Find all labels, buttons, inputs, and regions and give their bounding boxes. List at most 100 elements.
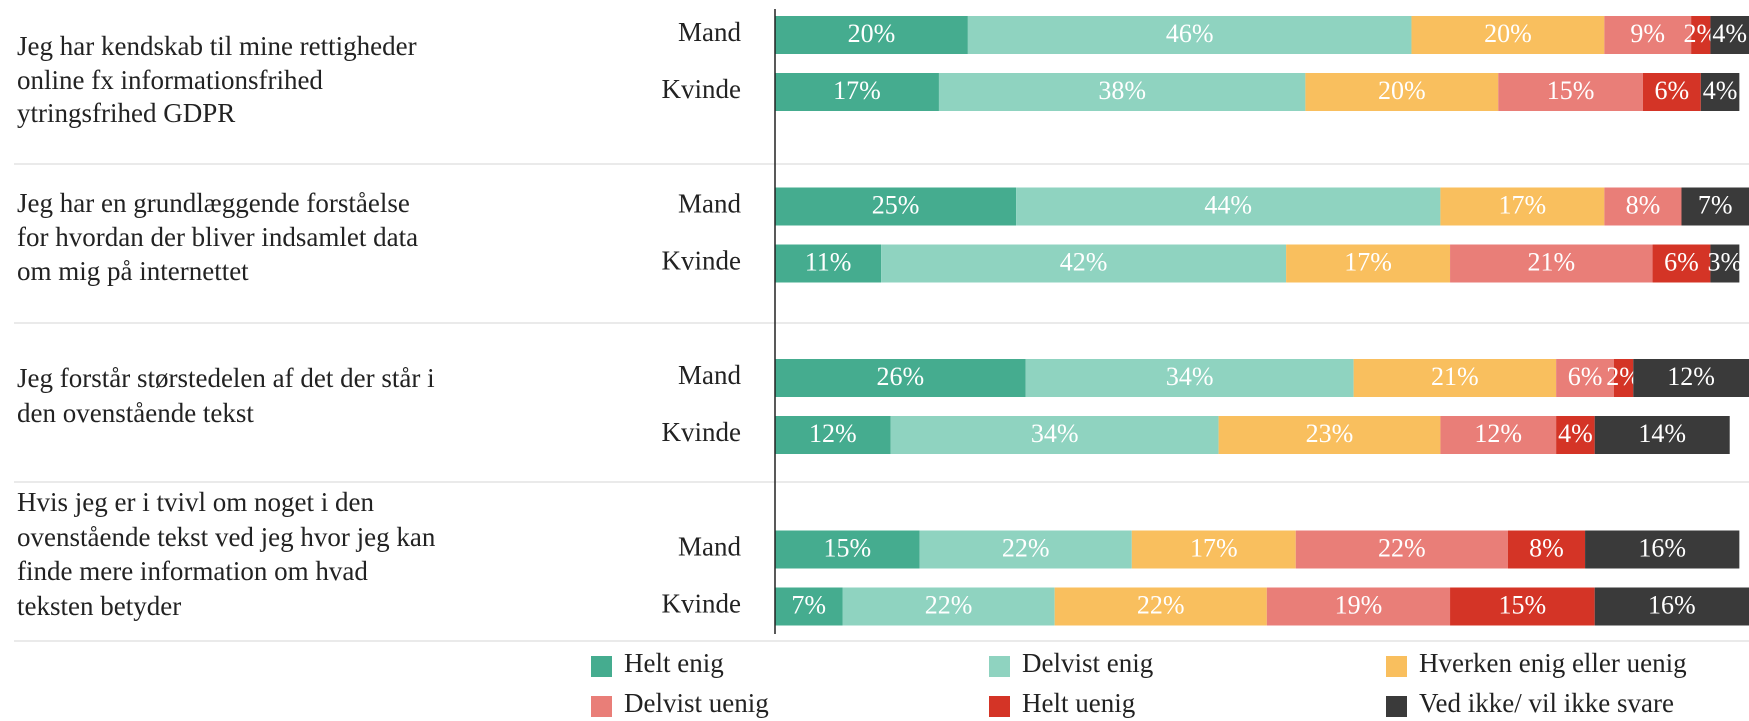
question-label: Jeg har kendskab til mine rettigheder <box>17 31 417 61</box>
bar-segment <box>775 73 939 111</box>
group-label: Mand <box>678 532 741 562</box>
question-label: Jeg forstår størstedelen af det der står… <box>17 363 435 393</box>
bar-segment <box>775 587 843 626</box>
question-label: online fx informationsfrihed <box>17 65 323 95</box>
bar-segment <box>1025 359 1354 397</box>
group-label: Kvinde <box>662 246 742 276</box>
value-label: 34% <box>1166 362 1214 391</box>
bar-segment <box>1556 359 1614 397</box>
value-label: 14% <box>1638 419 1686 448</box>
bar-segment <box>1594 587 1749 626</box>
value-label: 46% <box>1166 19 1214 48</box>
bar-segment <box>1498 73 1643 111</box>
value-label: 22% <box>1378 533 1426 562</box>
group-label: Mand <box>678 189 741 219</box>
legend-swatch <box>1386 656 1407 677</box>
value-label: 22% <box>925 590 973 619</box>
group-label: Kvinde <box>662 589 742 619</box>
value-label: 9% <box>1630 19 1665 48</box>
value-label: 17% <box>1190 533 1238 562</box>
value-label: 26% <box>877 362 925 391</box>
value-label: 12% <box>809 419 857 448</box>
bar-segment <box>1700 73 1740 111</box>
question-label: finde mere information om hvad <box>17 556 368 586</box>
bar-segment <box>775 416 891 454</box>
value-label: 15% <box>1499 590 1547 619</box>
bar-segment <box>1585 530 1740 569</box>
group-label: Mand <box>678 17 741 47</box>
bar-segment <box>1710 16 1749 54</box>
bar-segment <box>919 530 1132 569</box>
bar-segment <box>775 244 882 283</box>
legend-swatch <box>591 696 612 717</box>
bar-segment <box>1305 73 1499 111</box>
bar-segment <box>1016 187 1441 226</box>
bar-segment <box>1450 244 1653 283</box>
value-label: 44% <box>1204 190 1252 219</box>
bar-segment <box>1556 416 1595 454</box>
bar-segment <box>1353 359 1557 397</box>
value-label: 22% <box>1137 590 1185 619</box>
value-label: 8% <box>1529 533 1564 562</box>
value-label: 38% <box>1098 76 1146 105</box>
legend-label: Delvist uenig <box>624 688 769 718</box>
legend-swatch <box>989 696 1010 717</box>
bar-segment <box>938 73 1306 111</box>
value-label: 6% <box>1655 76 1690 105</box>
value-label: 6% <box>1568 362 1603 391</box>
legend-label: Ved ikke/ vil ikke svare <box>1419 688 1674 718</box>
value-label: 23% <box>1306 419 1354 448</box>
bar-segment <box>1218 416 1441 454</box>
bar-segment <box>1266 587 1451 626</box>
bar-segment <box>1295 530 1508 569</box>
bar-segment <box>1691 16 1711 54</box>
legend-label: Delvist enig <box>1022 648 1153 678</box>
group-label: Mand <box>678 360 741 390</box>
value-label: 6% <box>1664 247 1699 276</box>
bar-segment <box>1594 416 1730 454</box>
value-label: 12% <box>1474 419 1522 448</box>
value-label: 15% <box>823 533 871 562</box>
value-label: 20% <box>1378 76 1426 105</box>
bar-segment <box>1604 187 1682 226</box>
question-label: Hvis jeg er i tvivl om noget i den <box>17 487 374 517</box>
legend-swatch <box>989 656 1010 677</box>
bar-segment <box>1411 16 1605 54</box>
bar-segment <box>1131 530 1296 569</box>
bar-segment <box>1450 587 1595 626</box>
question-label: den ovenstående tekst <box>17 398 254 428</box>
legend-label: Helt uenig <box>1022 688 1135 718</box>
value-label: 42% <box>1060 247 1108 276</box>
value-label: 20% <box>1484 19 1532 48</box>
value-label: 17% <box>833 76 881 105</box>
question-label: Jeg har en grundlæggende forståelse <box>17 188 410 218</box>
bar-segment <box>967 16 1412 54</box>
value-label: 22% <box>1002 533 1050 562</box>
legend-swatch <box>591 656 612 677</box>
value-label: 4% <box>1558 419 1593 448</box>
bar-segment <box>1642 73 1701 111</box>
value-label: 21% <box>1431 362 1479 391</box>
value-label: 34% <box>1031 419 1079 448</box>
bar-segment <box>890 416 1219 454</box>
value-label: 4% <box>1703 76 1738 105</box>
group-label: Kvinde <box>662 417 742 447</box>
question-label: for hvordan der bliver indsamlet data <box>17 222 418 252</box>
value-label: 17% <box>1344 247 1392 276</box>
bar-segment <box>881 244 1287 283</box>
value-label: 19% <box>1335 590 1383 619</box>
value-label: 3% <box>1708 247 1743 276</box>
bar-segment <box>1710 244 1740 283</box>
bar-segment <box>1681 187 1749 226</box>
value-label: 4% <box>1712 19 1747 48</box>
value-label: 8% <box>1626 190 1661 219</box>
question-label: ytringsfrihed GDPR <box>17 98 235 128</box>
legend-swatch <box>1386 696 1407 717</box>
bar-segment <box>1604 16 1692 54</box>
value-label: 11% <box>805 247 852 276</box>
value-label: 21% <box>1527 247 1575 276</box>
value-label: 7% <box>791 590 826 619</box>
bar-segment <box>1613 359 1634 397</box>
value-label: 12% <box>1667 362 1715 391</box>
